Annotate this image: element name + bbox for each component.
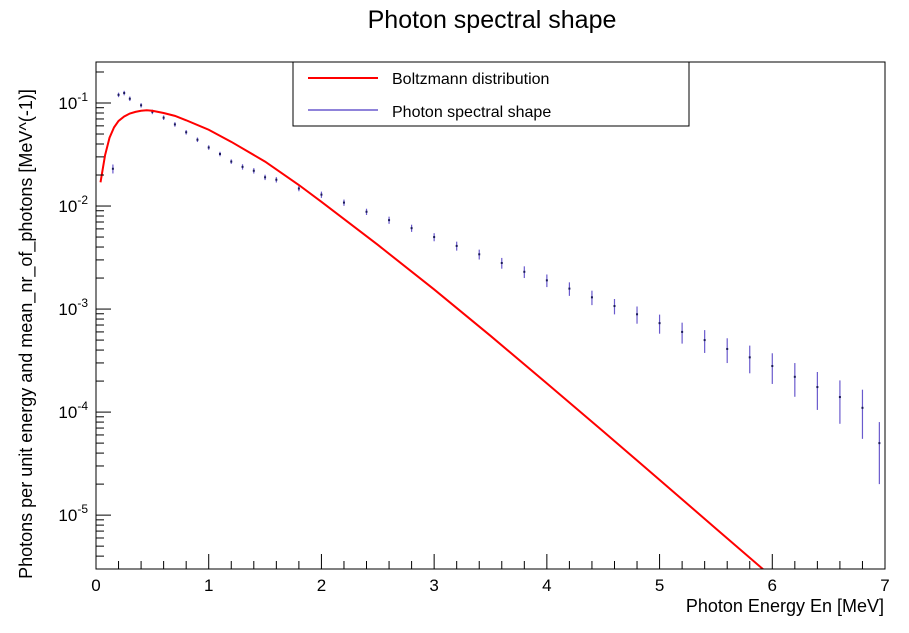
photon-point: [275, 178, 278, 181]
photon-point: [151, 110, 154, 113]
chart-title: Photon spectral shape: [368, 6, 617, 34]
photon-point: [703, 339, 706, 342]
x-tick-label: 6: [768, 576, 777, 595]
x-tick-label: 4: [542, 576, 551, 595]
photon-point: [252, 169, 255, 172]
x-tick-label: 1: [204, 576, 213, 595]
photon-point: [117, 93, 120, 96]
photon-point: [342, 201, 345, 204]
photon-point: [861, 406, 864, 409]
photon-point: [410, 227, 413, 230]
photon-point: [455, 244, 458, 247]
photon-point: [128, 97, 131, 100]
photon-point: [748, 356, 751, 359]
photon-point: [173, 123, 176, 126]
boltzmann-line: [99, 109, 765, 569]
photon-point: [111, 167, 114, 170]
photon-point: [196, 138, 199, 141]
photon-point: [207, 146, 210, 149]
legend-label-boltzmann: Boltzmann distribution: [392, 71, 549, 88]
photon-point: [264, 176, 267, 179]
photon-point: [523, 270, 526, 273]
photon-point: [613, 305, 616, 308]
x-tick-label: 7: [880, 576, 889, 595]
photon-point: [590, 296, 593, 299]
photon-point: [793, 375, 796, 378]
x-tick-label: 5: [655, 576, 664, 595]
photon-point: [241, 165, 244, 168]
photon-point: [162, 116, 165, 119]
photon-point: [568, 287, 571, 290]
photon-point: [320, 193, 323, 196]
photon-point: [478, 253, 481, 256]
photon-point: [388, 219, 391, 222]
photon-point: [636, 313, 639, 316]
legend-label-photon: Photon spectral shape: [392, 104, 551, 121]
x-axis-label: Photon Energy En [MeV]: [686, 596, 884, 616]
axes: 0 1 2 3 4 5 6 710-510-410-310-210-1: [58, 61, 890, 595]
x-tick-label: 2: [317, 576, 326, 595]
photon-point: [218, 152, 221, 155]
photon-point: [878, 442, 881, 445]
photon-point: [771, 365, 774, 368]
x-tick-label: 3: [429, 576, 438, 595]
photon-point: [123, 92, 126, 95]
photon-point: [140, 104, 143, 107]
photon-point: [433, 236, 436, 239]
photon-point: [726, 347, 729, 350]
photon-point: [838, 396, 841, 399]
photon-point: [297, 187, 300, 190]
photon-point: [658, 322, 661, 325]
photon-point: [230, 160, 233, 163]
photon-point: [545, 279, 548, 282]
plot-area: [99, 90, 881, 569]
photon-point: [681, 330, 684, 333]
photon-point: [185, 131, 188, 134]
photon-point: [500, 261, 503, 264]
photon-point: [816, 386, 819, 389]
x-tick-label: 0: [91, 576, 100, 595]
y-axis-label: Photons per unit energy and mean_nr_of_p…: [16, 89, 37, 579]
legend-box: [292, 61, 690, 127]
photon-point: [365, 210, 368, 213]
legend: Boltzmann distribution Photon spectral s…: [292, 61, 690, 127]
